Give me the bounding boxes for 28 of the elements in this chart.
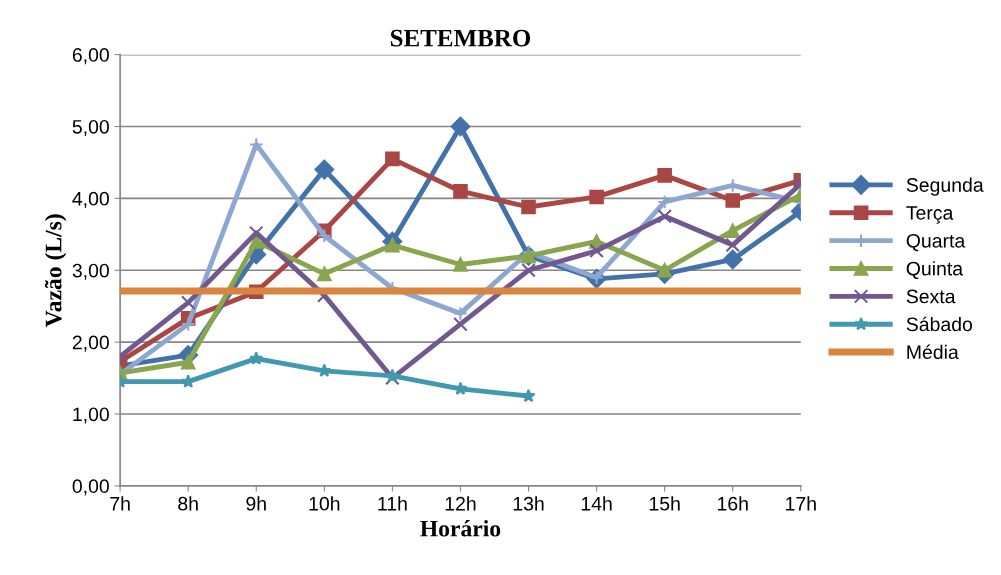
legend-label: Média: [907, 344, 959, 360]
y-tick-label: 2,00: [72, 335, 109, 352]
x-tick-label: 12h: [445, 496, 476, 511]
y-tick-label: 5,00: [72, 119, 109, 137]
x-tick-label: 15h: [649, 496, 680, 511]
legend-label: Terça: [906, 206, 954, 224]
x-tick-label: 13h: [513, 496, 544, 511]
x-tick-label: 7h: [110, 496, 130, 511]
y-tick-label: 0,00: [72, 479, 109, 496]
y-axis-title: Vazão (L/s): [44, 214, 67, 327]
x-axis-title: Horário: [420, 519, 501, 537]
legend-label: Quarta: [906, 233, 966, 252]
y-tick-label: 6,00: [72, 48, 109, 65]
x-tick-label: 17h: [786, 496, 816, 511]
x-tick-label: 9h: [246, 496, 266, 511]
legend-label: Segunda: [906, 177, 984, 196]
x-tick-label: 11h: [378, 496, 407, 511]
legend-label: Quinta: [906, 261, 964, 279]
x-tick-label: 14h: [581, 496, 612, 511]
chart-title: SETEMBRO: [390, 29, 531, 47]
y-tick-label: 1,00: [73, 407, 109, 424]
x-tick-label: 8h: [178, 496, 198, 511]
y-tick-label: 3,00: [72, 263, 109, 280]
x-tick-label: 16h: [718, 496, 748, 511]
legend-label: Sexta: [906, 289, 956, 304]
legend-label: Sábado: [906, 316, 973, 332]
x-tick-label: 10h: [309, 496, 340, 511]
y-tick-label: 4,00: [72, 191, 109, 208]
